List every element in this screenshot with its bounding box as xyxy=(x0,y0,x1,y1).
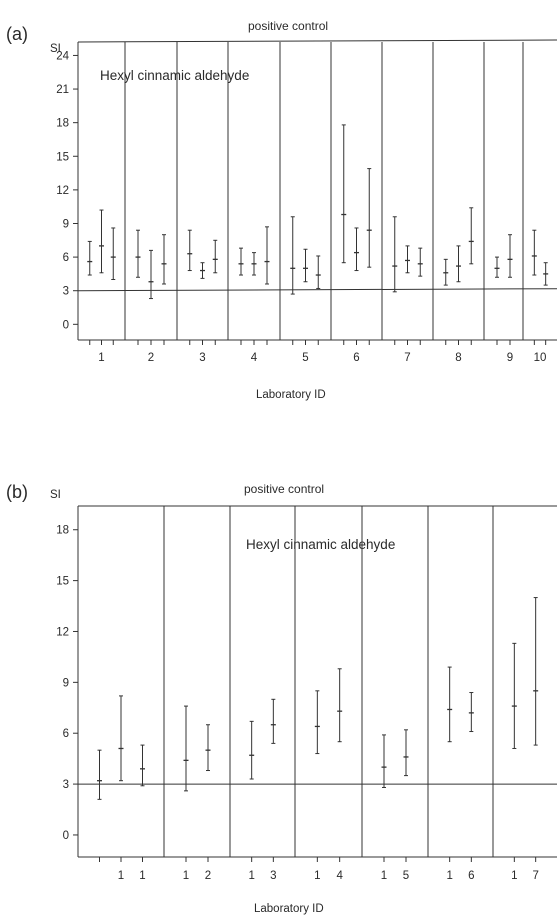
x-tick-label: 5 xyxy=(302,352,308,364)
y-tick-label: 3 xyxy=(63,286,69,298)
y-tick-label: 9 xyxy=(63,218,69,230)
x-tick-label: 1 xyxy=(139,870,145,882)
x-tick-label: 2 xyxy=(148,352,154,364)
x-tick-label: 1 xyxy=(381,870,387,882)
x-tick-label: 1 xyxy=(98,352,104,364)
top-border-line xyxy=(77,39,557,43)
x-tick-label: 6 xyxy=(353,352,359,364)
y-tick-label: 0 xyxy=(63,830,69,842)
y-tick-label: 24 xyxy=(56,50,69,62)
x-tick-label: 9 xyxy=(507,352,513,364)
panel-a-x-axis-label: Laboratory ID xyxy=(256,389,326,401)
y-tick-label: 12 xyxy=(56,626,69,638)
panel-b-x-axis-label: Laboratory ID xyxy=(254,903,324,915)
x-tick-label: 3 xyxy=(270,870,276,882)
y-tick-label: 12 xyxy=(56,185,69,197)
y-tick-label: 15 xyxy=(56,151,69,163)
x-tick-label: 6 xyxy=(468,870,474,882)
reference-line xyxy=(77,288,557,292)
panel-b-y-axis-label: SI xyxy=(50,489,61,501)
panel-b-label: (b) xyxy=(6,482,28,502)
y-tick-label: 0 xyxy=(63,319,69,331)
y-tick-label: 18 xyxy=(56,525,69,537)
panel-b-title: positive control xyxy=(244,482,324,496)
x-tick-label: 2 xyxy=(205,870,211,882)
y-tick-label: 6 xyxy=(63,728,69,740)
y-tick-label: 15 xyxy=(56,576,69,588)
x-tick-label: 4 xyxy=(251,352,258,364)
panel-b-annotation: Hexyl cinnamic aldehyde xyxy=(246,537,395,552)
y-tick-label: 6 xyxy=(63,252,69,264)
x-tick-label: 1 xyxy=(118,870,124,882)
x-tick-label: 1 xyxy=(248,870,254,882)
panel-a-title: positive control xyxy=(248,19,328,33)
x-tick-label: 1 xyxy=(511,870,517,882)
x-tick-label: 8 xyxy=(455,352,461,364)
y-tick-label: 9 xyxy=(63,677,69,689)
x-tick-label: 5 xyxy=(403,870,409,882)
x-tick-label: 7 xyxy=(404,352,410,364)
x-tick-label: 1 xyxy=(183,870,189,882)
x-tick-label: 3 xyxy=(199,352,205,364)
panel-a-annotation: Hexyl cinnamic aldehyde xyxy=(100,68,249,83)
y-tick-label: 3 xyxy=(63,779,69,791)
x-tick-label: 4 xyxy=(336,870,343,882)
x-tick-label: 1 xyxy=(446,870,452,882)
x-tick-label: 7 xyxy=(532,870,538,882)
x-tick-label: 1 xyxy=(314,870,320,882)
x-tick-label: 10 xyxy=(534,352,547,364)
y-tick-label: 18 xyxy=(56,118,69,130)
panel-a-y-axis-label: SI xyxy=(50,43,61,55)
y-tick-label: 21 xyxy=(56,84,69,96)
panel-a-label: (a) xyxy=(6,24,28,44)
